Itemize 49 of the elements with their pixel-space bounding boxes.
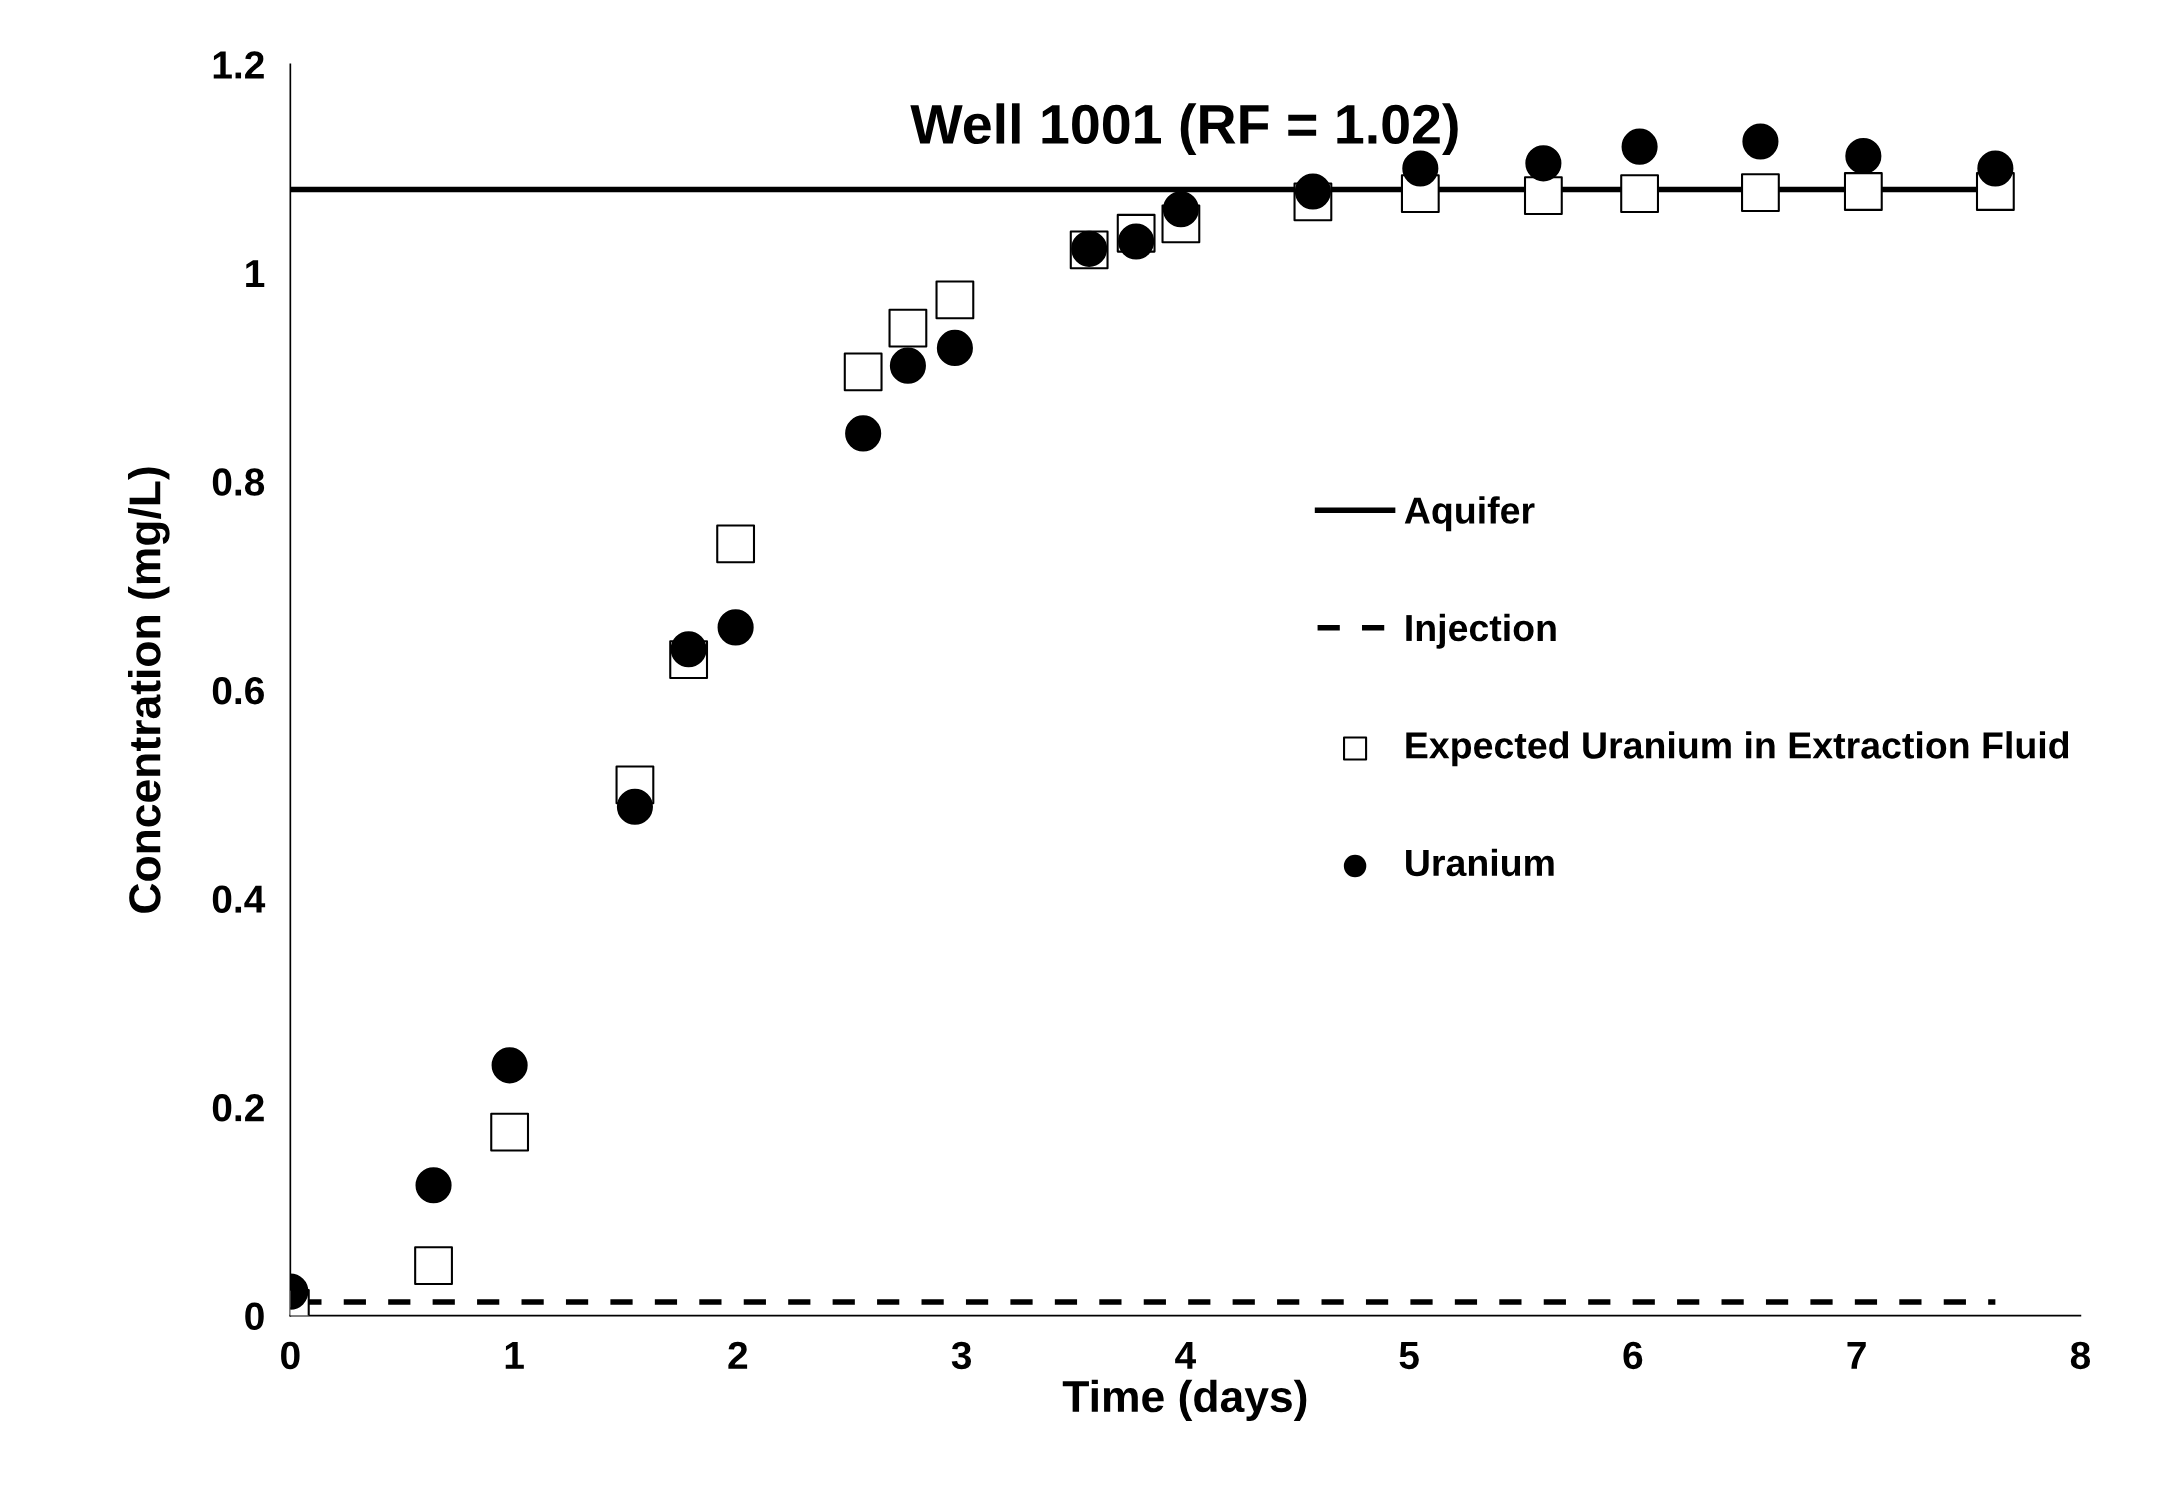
point bbox=[670, 631, 707, 668]
point bbox=[1620, 174, 1660, 213]
legend-label: Uranium bbox=[1406, 848, 1554, 877]
point bbox=[1294, 173, 1331, 210]
y-tick-label: 0.2 bbox=[212, 1093, 264, 1122]
point bbox=[415, 1167, 452, 1204]
text: Well 1001 (RF = 1.02) bbox=[910, 103, 1458, 156]
y-axis-title: Concentration (mg/L) bbox=[127, 467, 170, 913]
point bbox=[716, 524, 756, 564]
x-tick-label: 2 bbox=[728, 1341, 748, 1369]
x-tick-label: 6 bbox=[1623, 1341, 1643, 1370]
point bbox=[1118, 223, 1155, 260]
point bbox=[1621, 128, 1658, 165]
point bbox=[1742, 123, 1779, 160]
point bbox=[1845, 138, 1882, 175]
point bbox=[889, 347, 926, 384]
point bbox=[935, 280, 975, 320]
y-tick-label: 0.8 bbox=[212, 468, 265, 496]
x-tick-label: 4 bbox=[1175, 1342, 1196, 1369]
y-tick-label: 1.2 bbox=[213, 51, 264, 79]
y-tick-label: 0 bbox=[245, 1302, 264, 1331]
point bbox=[845, 415, 882, 452]
point bbox=[1523, 176, 1563, 216]
point bbox=[1741, 173, 1780, 212]
point bbox=[414, 1246, 453, 1285]
point bbox=[616, 788, 653, 825]
y-tick-label: 0.4 bbox=[212, 885, 266, 913]
legend-label: Aquifer bbox=[1404, 496, 1535, 532]
x-tick-label: 1 bbox=[505, 1342, 524, 1369]
point bbox=[717, 609, 754, 646]
point bbox=[1525, 145, 1562, 182]
x-tick-label: 5 bbox=[1399, 1342, 1419, 1370]
x-tick-label: 8 bbox=[2070, 1341, 2091, 1370]
y-tick-label: 0.6 bbox=[212, 676, 264, 705]
x-tick-label: 7 bbox=[1847, 1342, 1866, 1369]
point bbox=[1843, 172, 1883, 211]
legend-label: Expected Uranium in Extraction Fluid bbox=[1406, 731, 2069, 767]
point bbox=[1162, 191, 1199, 228]
x-axis-title: Time (days) bbox=[1062, 1379, 1307, 1422]
x-tick-label: 3 bbox=[951, 1341, 972, 1370]
point bbox=[490, 1112, 530, 1152]
point bbox=[491, 1047, 528, 1084]
point bbox=[1977, 150, 2014, 187]
x-tick-label: 0 bbox=[281, 1341, 300, 1370]
legend-label: Injection bbox=[1406, 613, 1556, 649]
y-tick-label: 1 bbox=[246, 260, 265, 287]
point bbox=[888, 308, 928, 348]
point bbox=[843, 352, 883, 392]
point bbox=[936, 329, 973, 366]
